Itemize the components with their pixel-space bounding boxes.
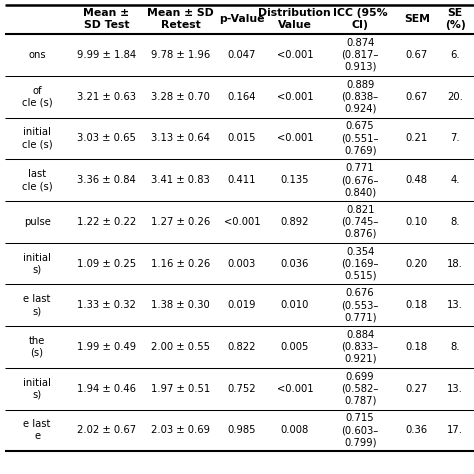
Text: ons: ons <box>28 50 46 60</box>
Text: 0.821
(0.745–
0.876): 0.821 (0.745– 0.876) <box>341 205 379 239</box>
Text: 0.019: 0.019 <box>228 300 256 310</box>
Text: 20.: 20. <box>447 91 463 102</box>
Text: 0.699
(0.582–
0.787): 0.699 (0.582– 0.787) <box>341 372 379 406</box>
Text: 3.13 ± 0.64: 3.13 ± 0.64 <box>151 133 210 144</box>
Text: 0.874
(0.817–
0.913): 0.874 (0.817– 0.913) <box>341 38 379 72</box>
Text: 0.676
(0.553–
0.771): 0.676 (0.553– 0.771) <box>341 288 379 322</box>
Text: 0.18: 0.18 <box>406 300 428 310</box>
Text: of
cle (s): of cle (s) <box>22 86 53 108</box>
Text: <0.001: <0.001 <box>276 383 313 394</box>
Text: 1.94 ± 0.46: 1.94 ± 0.46 <box>77 383 136 394</box>
Text: 3.21 ± 0.63: 3.21 ± 0.63 <box>77 91 136 102</box>
Text: 0.005: 0.005 <box>281 342 309 352</box>
Text: ICC (95%
CI): ICC (95% CI) <box>333 9 387 30</box>
Text: 0.36: 0.36 <box>406 425 428 436</box>
Text: 9.99 ± 1.84: 9.99 ± 1.84 <box>77 50 136 60</box>
Text: 0.164: 0.164 <box>228 91 256 102</box>
Text: 1.09 ± 0.25: 1.09 ± 0.25 <box>77 258 136 269</box>
Text: 1.99 ± 0.49: 1.99 ± 0.49 <box>77 342 136 352</box>
Text: 0.354
(0.169–
0.515): 0.354 (0.169– 0.515) <box>341 246 379 281</box>
Text: 0.822: 0.822 <box>228 342 256 352</box>
Text: 0.985: 0.985 <box>228 425 256 436</box>
Text: 3.28 ± 0.70: 3.28 ± 0.70 <box>151 91 210 102</box>
Text: 0.047: 0.047 <box>228 50 256 60</box>
Text: 4.: 4. <box>450 175 460 185</box>
Text: 0.27: 0.27 <box>406 383 428 394</box>
Text: SEM: SEM <box>404 14 430 25</box>
Text: 1.38 ± 0.30: 1.38 ± 0.30 <box>151 300 210 310</box>
Text: 3.03 ± 0.65: 3.03 ± 0.65 <box>77 133 136 144</box>
Text: 0.135: 0.135 <box>281 175 309 185</box>
Text: 6.: 6. <box>450 50 460 60</box>
Text: 0.675
(0.551–
0.769): 0.675 (0.551– 0.769) <box>341 121 379 155</box>
Text: 17.: 17. <box>447 425 463 436</box>
Text: initial
s): initial s) <box>23 253 51 274</box>
Text: initial
s): initial s) <box>23 378 51 400</box>
Text: 0.18: 0.18 <box>406 342 428 352</box>
Text: 1.16 ± 0.26: 1.16 ± 0.26 <box>151 258 210 269</box>
Text: <0.001: <0.001 <box>276 133 313 144</box>
Text: 13.: 13. <box>447 300 463 310</box>
Text: 2.03 ± 0.69: 2.03 ± 0.69 <box>151 425 210 436</box>
Text: 0.008: 0.008 <box>281 425 309 436</box>
Text: 0.015: 0.015 <box>228 133 256 144</box>
Text: 0.21: 0.21 <box>406 133 428 144</box>
Text: 3.36 ± 0.84: 3.36 ± 0.84 <box>77 175 136 185</box>
Text: 0.010: 0.010 <box>281 300 309 310</box>
Text: 13.: 13. <box>447 383 463 394</box>
Text: 0.892: 0.892 <box>281 217 309 227</box>
Text: 0.10: 0.10 <box>406 217 428 227</box>
Text: e last
e: e last e <box>23 419 51 441</box>
Text: 3.41 ± 0.83: 3.41 ± 0.83 <box>151 175 210 185</box>
Text: p-Value: p-Value <box>219 14 264 25</box>
Text: 7.: 7. <box>450 133 460 144</box>
Text: 1.97 ± 0.51: 1.97 ± 0.51 <box>151 383 210 394</box>
Text: the
(s): the (s) <box>29 336 46 358</box>
Text: 1.33 ± 0.32: 1.33 ± 0.32 <box>77 300 136 310</box>
Text: 0.889
(0.838–
0.924): 0.889 (0.838– 0.924) <box>342 80 379 114</box>
Text: <0.001: <0.001 <box>276 91 313 102</box>
Text: 0.771
(0.676–
0.840): 0.771 (0.676– 0.840) <box>341 163 379 197</box>
Text: Distribution
Value: Distribution Value <box>258 9 331 30</box>
Text: 0.003: 0.003 <box>228 258 256 269</box>
Text: <0.001: <0.001 <box>224 217 260 227</box>
Text: 18.: 18. <box>447 258 463 269</box>
Text: 0.036: 0.036 <box>281 258 309 269</box>
Text: 0.20: 0.20 <box>406 258 428 269</box>
Text: 8.: 8. <box>450 217 460 227</box>
Text: pulse: pulse <box>24 217 51 227</box>
Text: 0.67: 0.67 <box>406 50 428 60</box>
Text: 0.67: 0.67 <box>406 91 428 102</box>
Text: 9.78 ± 1.96: 9.78 ± 1.96 <box>151 50 210 60</box>
Text: 1.27 ± 0.26: 1.27 ± 0.26 <box>151 217 210 227</box>
Text: 0.884
(0.833–
0.921): 0.884 (0.833– 0.921) <box>342 330 379 364</box>
Text: 2.02 ± 0.67: 2.02 ± 0.67 <box>77 425 136 436</box>
Text: SE
(%): SE (%) <box>445 9 465 30</box>
Text: last
cle (s): last cle (s) <box>22 169 53 191</box>
Text: Mean ±
SD Test: Mean ± SD Test <box>83 9 129 30</box>
Text: 8.: 8. <box>450 342 460 352</box>
Text: initial
cle (s): initial cle (s) <box>22 128 53 149</box>
Text: 1.22 ± 0.22: 1.22 ± 0.22 <box>77 217 136 227</box>
Text: Mean ± SD
Retest: Mean ± SD Retest <box>147 9 214 30</box>
Text: <0.001: <0.001 <box>276 50 313 60</box>
Text: 0.715
(0.603–
0.799): 0.715 (0.603– 0.799) <box>342 413 379 447</box>
Text: 0.48: 0.48 <box>406 175 428 185</box>
Text: e last
s): e last s) <box>23 294 51 316</box>
Text: 0.411: 0.411 <box>228 175 256 185</box>
Text: 2.00 ± 0.55: 2.00 ± 0.55 <box>151 342 210 352</box>
Text: 0.752: 0.752 <box>228 383 256 394</box>
